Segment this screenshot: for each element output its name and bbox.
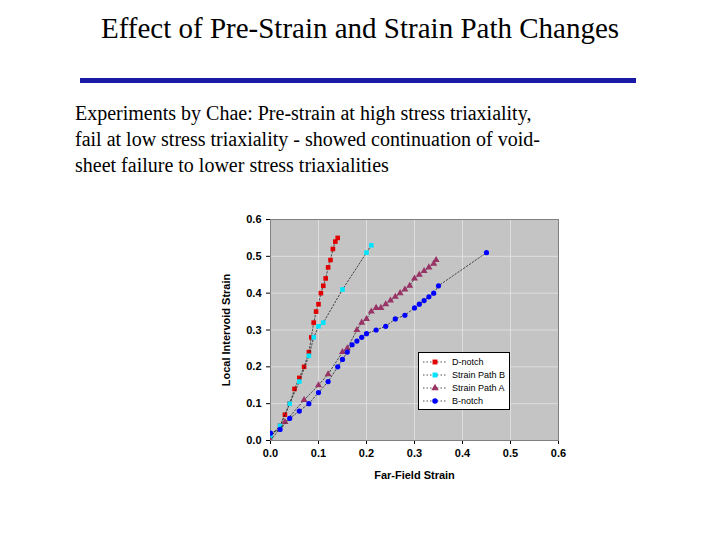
html-text:B-notch: B-notch [452, 395, 483, 406]
svg-text:0.1: 0.1 [311, 447, 326, 459]
svg-text:0.1: 0.1 [246, 397, 261, 409]
html-text:Strain Path B: Strain Path B [452, 369, 505, 380]
svg-text:0.0: 0.0 [246, 434, 261, 446]
svg-text:Far-Field Strain: Far-Field Strain [374, 469, 455, 481]
svg-text:0.3: 0.3 [246, 324, 261, 336]
html-text:Strain Path A: Strain Path A [452, 382, 505, 393]
svg-text:Local Intervoid Strain: Local Intervoid Strain [220, 273, 232, 386]
svg-text:0.6: 0.6 [551, 447, 566, 459]
html-text:Experiments by Chae: Pre-strai: Experiments by Chae: Pre-strain at high … [75, 102, 540, 176]
svg-text:0.0: 0.0 [263, 447, 278, 459]
svg-text:0.6: 0.6 [246, 213, 261, 225]
svg-text:0.4: 0.4 [246, 287, 262, 299]
svg-text:0.5: 0.5 [246, 250, 261, 262]
html-text:Effect of Pre-Strain and Strai: Effect of Pre-Strain and Strain Path Cha… [100, 12, 620, 44]
svg-text:0.5: 0.5 [503, 447, 518, 459]
html-text:D-notch: D-notch [452, 356, 484, 367]
svg-text:0.2: 0.2 [359, 447, 374, 459]
svg-text:0.2: 0.2 [246, 360, 261, 372]
svg-text:0.4: 0.4 [455, 447, 471, 459]
svg-text:0.3: 0.3 [407, 447, 422, 459]
